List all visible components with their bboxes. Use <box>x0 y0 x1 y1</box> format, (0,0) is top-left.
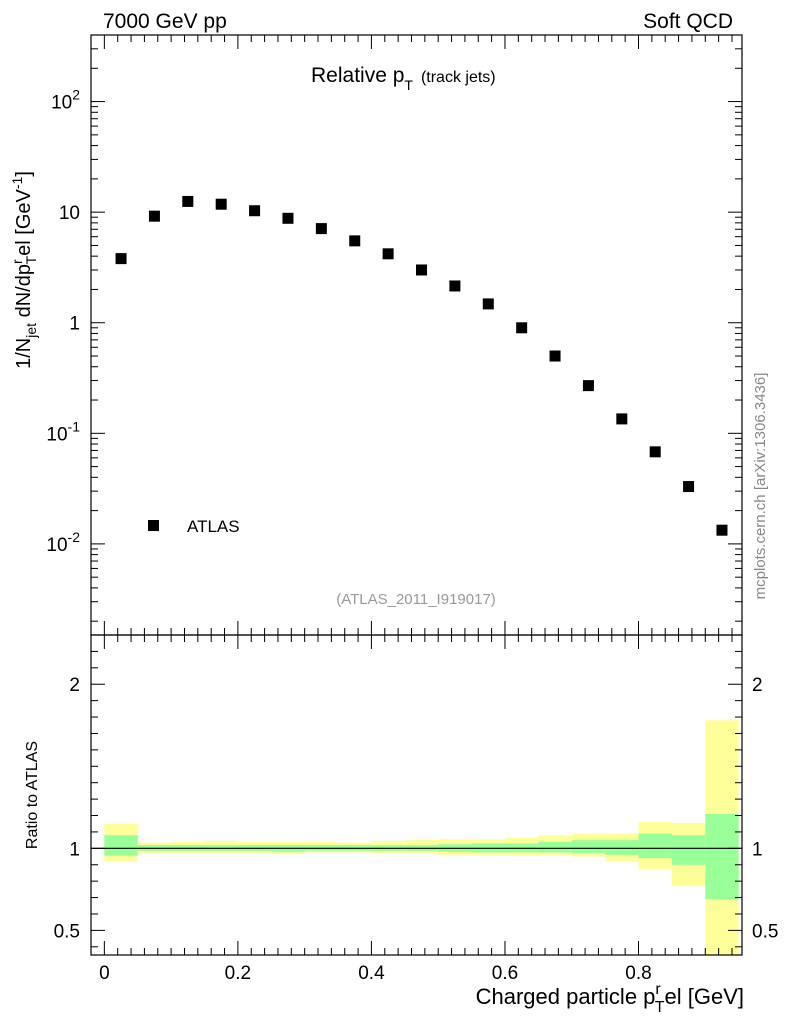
data-point <box>516 322 528 334</box>
ratio-x-tick-labels: 0 0.2 0.4 0.6 0.8 <box>99 963 652 984</box>
data-point <box>549 350 561 362</box>
stat-band-bin <box>671 835 706 865</box>
y-tick-label-base: 10 <box>59 203 80 224</box>
main-plot-frame <box>90 34 743 636</box>
ylabel-part-c: el [GeV <box>13 188 35 255</box>
stat-band-bin <box>638 833 672 859</box>
xlabel-main: Charged particle p <box>476 984 656 1009</box>
ylabel-part-b-sub: T <box>23 255 39 264</box>
xlabel-suffix: el [GeV] <box>665 984 744 1009</box>
legend-label: ATLAS <box>187 517 240 536</box>
ratio-y-tick-label-left: 1 <box>69 839 80 860</box>
data-point <box>683 481 695 493</box>
data-point <box>182 195 194 207</box>
ylabel-part-a-sub: jet <box>23 323 39 339</box>
y-tick-label-base: 10 <box>46 424 67 445</box>
xlabel-sub: T <box>655 999 665 1016</box>
data-point <box>582 380 594 392</box>
y-tick-label-base: 1 <box>69 314 80 335</box>
stat-band-bin <box>571 840 606 854</box>
x-tick-label: 0 <box>99 963 110 984</box>
header-right: Soft QCD <box>643 10 733 33</box>
stat-band-bin <box>104 835 138 856</box>
header-left: 7000 GeV pp <box>103 10 227 33</box>
ratio-y-axis-title: Ratio to ATLAS <box>24 741 41 849</box>
ratio-plot: 0.5 0.51 12 2 0 0.2 0.4 0.6 0.8 Ratio to ATLAS … <box>24 634 779 1016</box>
data-point <box>616 413 628 425</box>
y-tick-label-exponent: -1 <box>68 418 81 434</box>
y-tick-label: 10 <box>59 203 80 224</box>
ratio-y-tick-label-right: 0.5 <box>752 921 778 942</box>
ratio-bands <box>104 720 739 955</box>
main-plot-ticks <box>91 34 742 635</box>
x-tick-label: 0.2 <box>225 963 251 984</box>
data-point <box>382 248 394 260</box>
data-point <box>249 205 261 217</box>
y-tick-label-exponent: -2 <box>68 529 81 545</box>
main-y-axis-title: 1/Njet dN/dprTel [GeV-1] <box>9 171 39 369</box>
data-point <box>416 264 428 276</box>
ratio-plot-frame <box>90 634 743 956</box>
y-tick-label: 10-2 <box>46 529 80 556</box>
stat-band-bin <box>605 840 639 855</box>
y-tick-label: 102 <box>51 87 80 114</box>
ylabel-part-b-sup: r <box>9 259 25 264</box>
plot-title-subscript: T <box>404 77 413 93</box>
ylabel-part-d: ] <box>13 171 35 177</box>
ylabel-part-a: 1/N <box>13 338 35 369</box>
side-credit-label: mcplots.cern.ch [arXiv:1306.3436] <box>752 373 769 600</box>
y-tick-label-exponent: 2 <box>72 87 80 103</box>
plot-title: Relative pT (track jets) <box>311 64 496 93</box>
ratio-y-tick-label-right: 2 <box>752 675 763 696</box>
data-point <box>716 524 728 536</box>
ylabel-part-c-sup: -1 <box>9 176 25 189</box>
y-tick-label: 1 <box>69 314 80 335</box>
data-point <box>449 280 461 292</box>
analysis-id: (ATLAS_2011_I919017) <box>336 591 496 608</box>
y-tick-label-base: 10 <box>46 535 67 556</box>
data-point <box>215 198 227 210</box>
y-tick-label: 10-1 <box>46 418 80 445</box>
data-point <box>349 235 361 247</box>
xlabel-sup: r <box>655 981 661 998</box>
data-point <box>148 210 160 222</box>
x-axis-title: Charged particle pr Tel [GeV] <box>476 981 744 1016</box>
x-tick-label: 0.6 <box>492 963 518 984</box>
plot-title-main: Relative p <box>311 64 404 87</box>
data-point <box>482 298 494 310</box>
stat-band-bin <box>705 813 739 900</box>
ratio-plot-ticks <box>91 635 742 955</box>
ratio-y-tick-label-left: 0.5 <box>54 921 80 942</box>
data-point <box>115 253 127 265</box>
main-plot-markers <box>115 195 728 536</box>
ratio-y-tick-label-right: 1 <box>752 839 763 860</box>
x-tick-label: 0.8 <box>625 963 651 984</box>
data-point <box>649 446 661 458</box>
ylabel-part-b: dN/dp <box>13 264 35 323</box>
data-point <box>315 223 327 235</box>
y-tick-label-base: 10 <box>51 93 72 114</box>
plot-title-suffix: (track jets) <box>421 69 496 86</box>
ratio-y-tick-label-left: 2 <box>69 675 80 696</box>
stat-band-bin <box>538 841 572 853</box>
x-tick-label: 0.4 <box>358 963 385 984</box>
legend-marker <box>148 520 159 531</box>
ratio-y-tick-labels: 0.5 0.5 1 1 2 2 <box>54 675 779 942</box>
data-point <box>282 212 294 224</box>
